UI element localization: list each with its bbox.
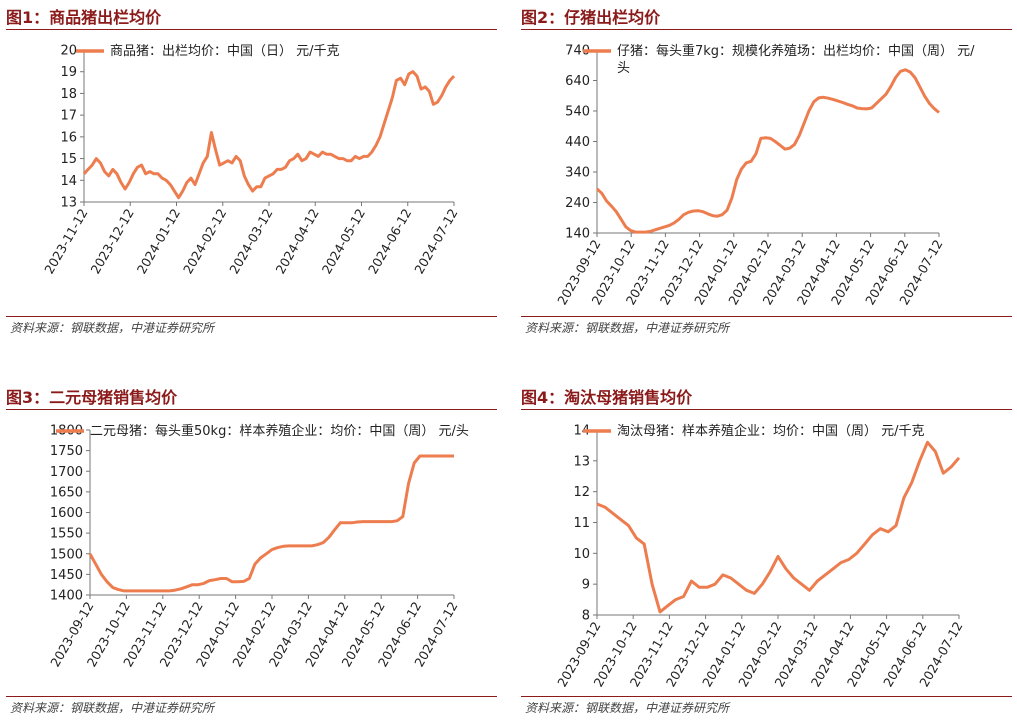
source-rule	[521, 316, 1012, 317]
y-tick-label: 1700	[50, 465, 83, 480]
panel-title: 图2：仔猪出栏均价	[521, 8, 661, 27]
x-tick-label: 2024-06-12	[365, 206, 414, 276]
title-rule	[6, 409, 497, 410]
y-tick-label: 1650	[50, 485, 83, 500]
y-tick-label: 440	[565, 135, 590, 150]
y-tick-label: 18	[60, 87, 77, 102]
title-rule	[521, 409, 1012, 410]
chart-panel-1: 图1：商品猪出栏均价 13 14 15 16 17 18 19 20 2023-11-12 202…	[6, 4, 497, 344]
x-tick-label: 2024-03-12	[226, 206, 275, 276]
series-line	[82, 70, 456, 200]
source-note: 资料来源：钢联数据，中港证券研究所	[10, 701, 215, 715]
source-note: 资料来源：钢联数据，中港证券研究所	[525, 321, 730, 335]
series-line	[88, 454, 454, 593]
x-tick-label: 2024-02-12	[180, 206, 229, 276]
y-tick-label: 740	[565, 44, 590, 59]
y-tick-label: 1400	[50, 589, 83, 604]
chart-panel-4: 图4：淘汰母猪销售均价 8 9 10 11 12 13 14 2023-09-12 2023-1…	[521, 384, 1012, 724]
y-tick-label: 540	[565, 105, 590, 120]
x-tick-label: 2024-07-12	[411, 206, 460, 276]
y-tick-label: 15	[60, 152, 77, 167]
y-tick-label: 20	[60, 44, 77, 59]
y-tick-label: 340	[565, 166, 590, 181]
y-tick-label: 12	[573, 485, 590, 500]
chart-panel-3: 图3：二元母猪销售均价 1400 1450 1500 1550 1600 1650 1700…	[6, 384, 497, 724]
y-tick-label: 13	[573, 454, 590, 469]
x-tick-label: 2023-11-12	[41, 206, 90, 276]
y-tick-label: 640	[565, 74, 590, 89]
title-rule	[6, 29, 497, 30]
x-tick-label: 2023-12-12	[88, 206, 137, 276]
chart-panel-2: 图2：仔猪出栏均价 140 240 340 440 540 640 740 2023-09-1…	[521, 4, 1012, 344]
y-tick-label: 1550	[50, 527, 83, 542]
line-chart: 1402403404405406407402023-09-122023-10-1…	[554, 43, 975, 307]
source-note: 资料来源：钢联数据，中港证券研究所	[10, 321, 215, 335]
x-tick-label: 2024-04-12	[273, 206, 322, 276]
source-note: 资料来源：钢联数据，中港证券研究所	[525, 701, 730, 715]
y-tick-label: 10	[573, 547, 590, 562]
legend-label: 淘汰母猪：样本养殖企业：均价：中国（周） 元/千克	[617, 423, 925, 439]
y-tick-label: 1750	[50, 444, 83, 459]
title-rule	[521, 29, 1012, 30]
legend-label: 二元母猪：每头重50kg：样本养殖企业：均价：中国（周） 元/头	[90, 423, 469, 439]
y-tick-label: 9	[582, 578, 590, 593]
line-chart: 8910111213142023-09-122023-10-122023-11-…	[554, 423, 965, 689]
y-tick-label: 11	[573, 516, 590, 531]
source-rule	[521, 696, 1012, 697]
y-tick-label: 16	[60, 130, 77, 145]
y-tick-label: 13	[60, 196, 77, 211]
y-tick-label: 14	[60, 174, 77, 189]
y-tick-label: 17	[60, 109, 77, 124]
y-tick-label: 14	[573, 424, 590, 439]
source-rule	[6, 696, 497, 697]
line-chart: 1400145015001550160016501700175018002023…	[47, 423, 469, 669]
legend-label: 仔猪：每头重7kg：规模化养殖场：出栏均价：中国（周） 元/头	[617, 43, 975, 76]
source-rule	[6, 316, 497, 317]
panel-title: 图4：淘汰母猪销售均价	[521, 388, 693, 407]
y-tick-label: 140	[565, 227, 590, 242]
x-tick-label: 2024-01-12	[134, 206, 183, 276]
legend-label: 商品猪：出栏均价：中国（日） 元/千克	[110, 44, 340, 59]
series-line	[595, 68, 940, 234]
y-tick-label: 8	[582, 609, 590, 624]
panel-title: 图3：二元母猪销售均价	[6, 388, 178, 407]
series-line	[596, 440, 961, 614]
line-chart: 13141516171819202023-11-122023-12-122024…	[41, 44, 460, 277]
y-tick-label: 1450	[50, 568, 83, 583]
y-tick-label: 240	[565, 196, 590, 211]
y-tick-label: 19	[60, 65, 77, 80]
panel-title: 图1：商品猪出栏均价	[6, 8, 162, 27]
y-tick-label: 1600	[50, 506, 83, 521]
y-tick-label: 1500	[50, 547, 83, 562]
x-tick-label: 2024-05-12	[319, 206, 368, 276]
